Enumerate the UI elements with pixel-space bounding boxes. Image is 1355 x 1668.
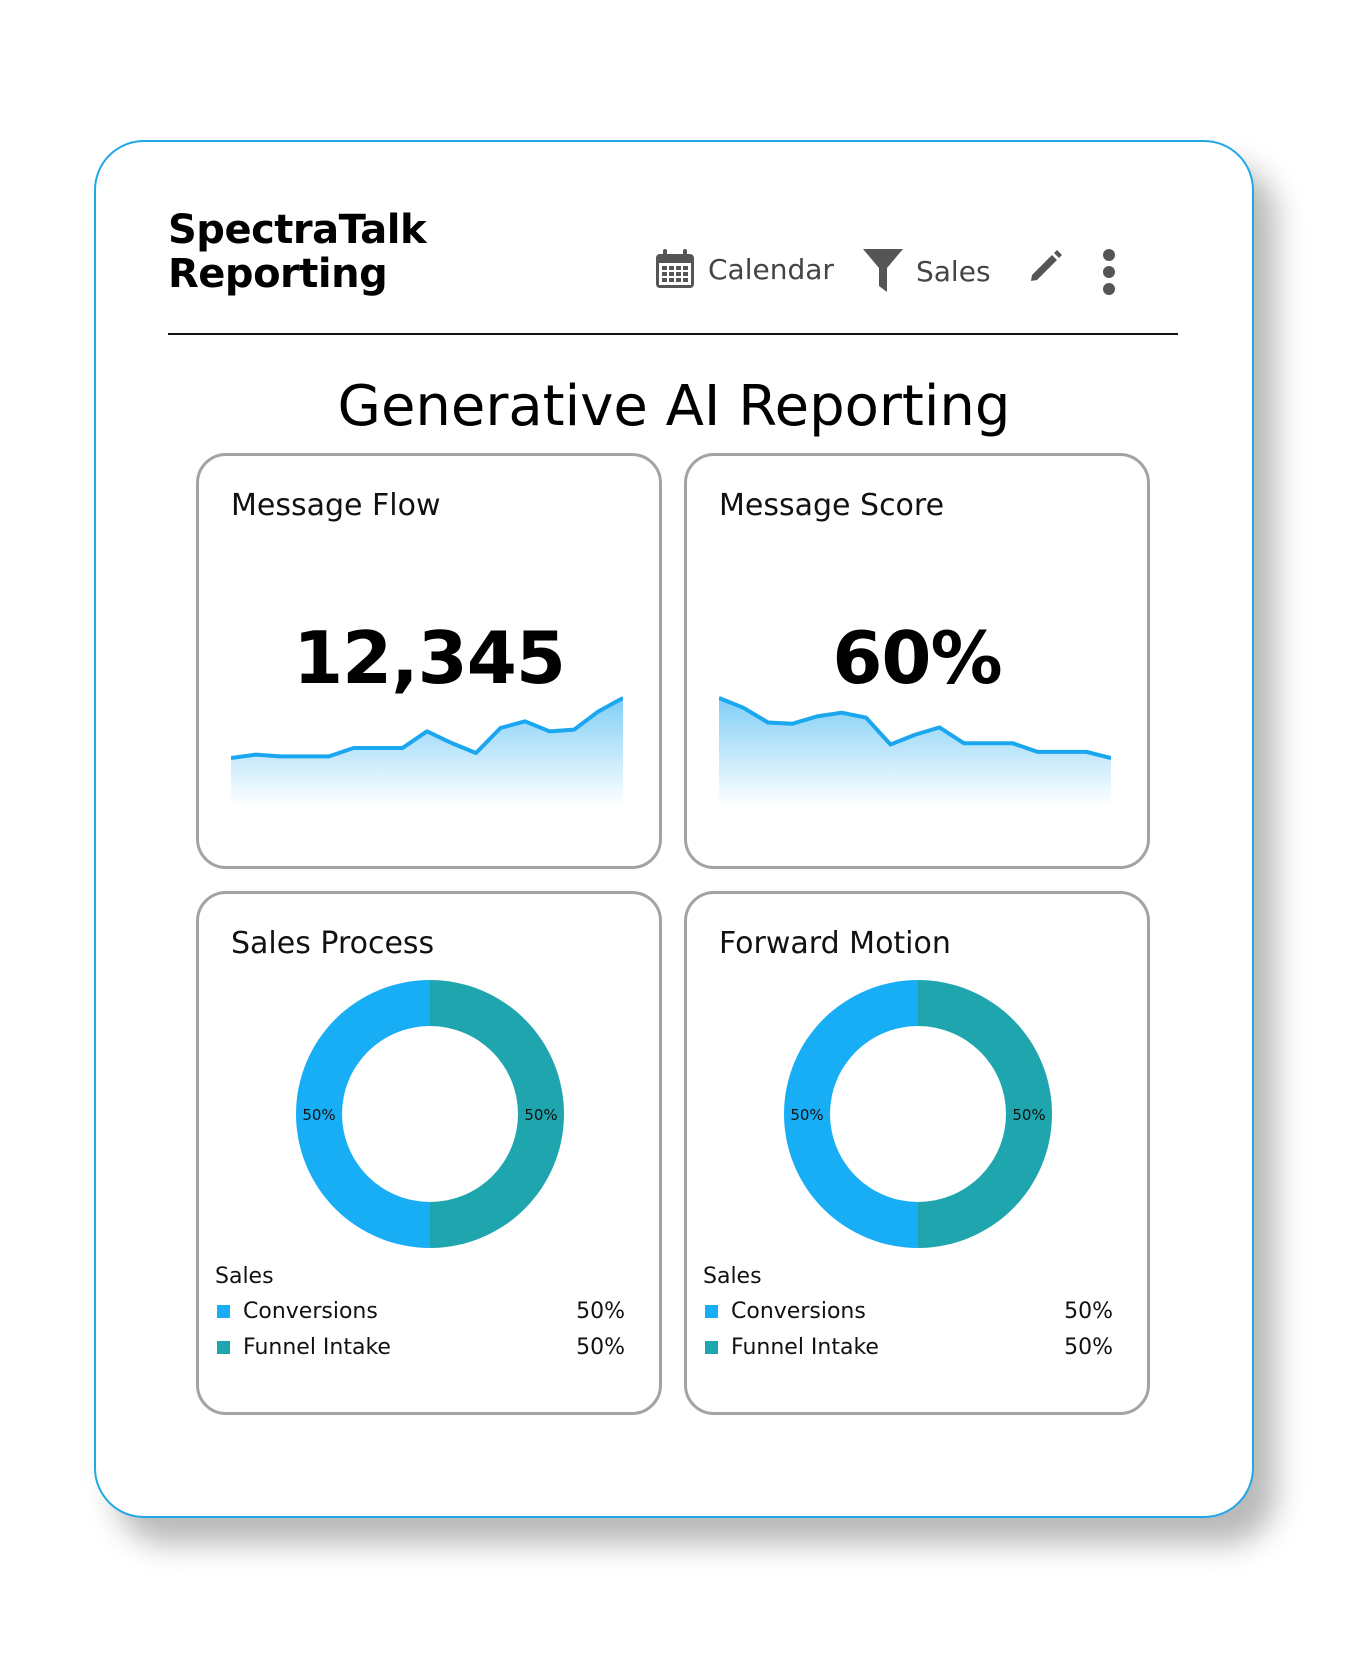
donut-slice-funnel-intake [918,980,1052,1248]
sales-process-legend-title: Sales [215,1264,274,1289]
sales-process-card[interactable]: Sales Process 50% 50% Sales Conversions 5… [196,891,662,1415]
legend-item: Conversions 50% [215,1299,625,1329]
legend-value: 50% [1064,1335,1113,1360]
donut-label: 50% [524,1106,557,1124]
message-flow-sparkline [231,696,623,806]
funnel-intake-swatch [217,1341,230,1354]
message-score-title: Message Score [719,488,945,523]
legend-name: Funnel Intake [731,1335,879,1360]
app-title-line-1: SpectraTalk [168,207,427,253]
edit-button[interactable] [1028,248,1064,284]
header-divider [168,333,1178,335]
donut-slice-funnel-intake [430,980,564,1248]
sparkline-area [231,698,623,806]
message-score-sparkline [719,696,1111,806]
donut-slice-conversions [784,980,918,1248]
conversions-swatch [217,1305,230,1318]
legend-item: Funnel Intake 50% [215,1335,625,1365]
forward-motion-card[interactable]: Forward Motion 50% 50% Sales Conversions … [684,891,1150,1415]
calendar-icon [656,249,694,288]
legend-name: Conversions [731,1299,866,1324]
sales-process-donut: 50% 50% [296,980,564,1248]
donut-slice-conversions [296,980,430,1248]
legend-item: Conversions 50% [703,1299,1113,1329]
more-vertical-icon [1103,249,1115,295]
sales-process-title: Sales Process [231,926,435,961]
legend-name: Funnel Intake [243,1335,391,1360]
pencil-icon [1031,250,1062,281]
funnel-intake-swatch [705,1341,718,1354]
message-flow-card[interactable]: Message Flow 12,345 [196,453,662,869]
legend-value: 50% [576,1335,625,1360]
legend-name: Conversions [243,1299,378,1324]
donut-label: 50% [1012,1106,1045,1124]
page-title: Generative AI Reporting [337,374,1011,439]
donut-label: 50% [302,1106,335,1124]
donut-label: 50% [790,1106,823,1124]
forward-motion-donut: 50% 50% [784,980,1052,1248]
message-flow-value: 12,345 [293,616,566,700]
toolbar: Calendar Sales [96,248,1252,298]
calendar-button[interactable]: Calendar [654,248,834,290]
sales-filter-button[interactable]: Sales [862,248,991,294]
app-title-line-2: Reporting [168,251,388,297]
dashboard-frame: SpectraTalk Reporting Calendar [94,140,1254,1518]
forward-motion-title: Forward Motion [719,926,951,961]
legend-item: Funnel Intake 50% [703,1335,1113,1365]
sparkline-line [719,696,1111,760]
sales-filter-label: Sales [916,254,991,288]
legend-value: 50% [1064,1299,1113,1324]
sparkline-line [231,696,623,760]
message-flow-title: Message Flow [231,488,441,523]
more-options-button[interactable] [1102,248,1116,296]
calendar-label: Calendar [708,252,834,286]
legend-value: 50% [576,1299,625,1324]
filter-icon [863,249,903,292]
app-title: SpectraTalk Reporting [168,207,427,297]
conversions-swatch [705,1305,718,1318]
message-score-card[interactable]: Message Score 60% [684,453,1150,869]
forward-motion-legend-title: Sales [703,1264,762,1289]
message-score-value: 60% [832,616,1002,700]
sparkline-area [719,698,1111,806]
